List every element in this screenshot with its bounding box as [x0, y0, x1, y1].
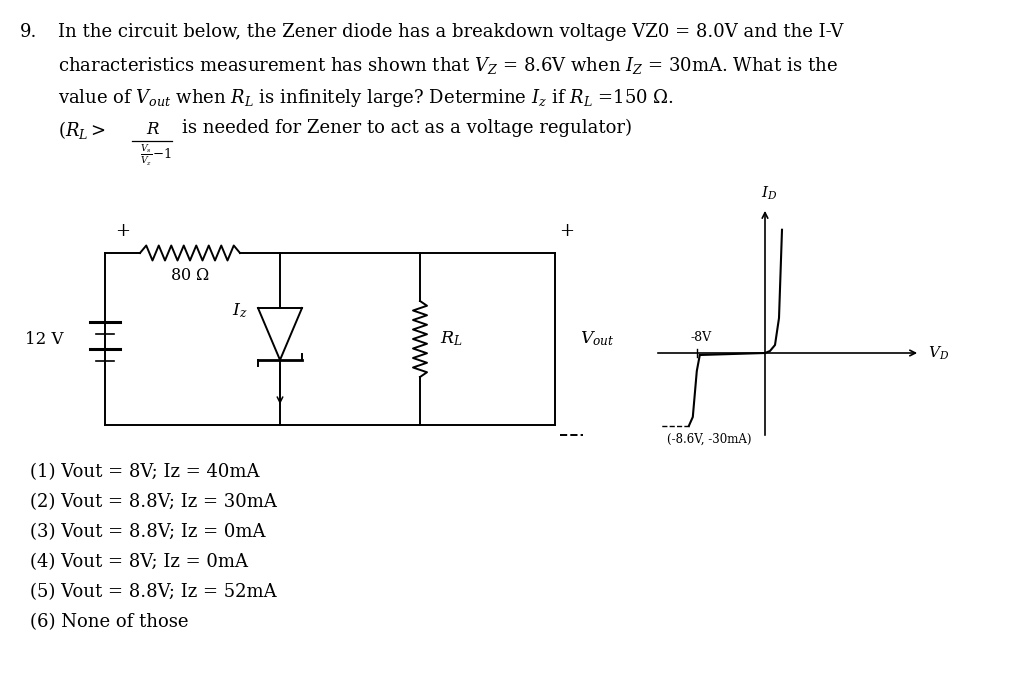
Text: $I_D$: $I_D$ — [761, 184, 777, 202]
Text: $V_{out}$: $V_{out}$ — [580, 330, 614, 348]
Text: is needed for Zener to act as a voltage regulator): is needed for Zener to act as a voltage … — [182, 119, 632, 137]
Text: (-8.6V, -30mA): (-8.6V, -30mA) — [667, 433, 752, 446]
Text: (6) None of those: (6) None of those — [30, 613, 188, 631]
Text: $R_L$: $R_L$ — [440, 330, 463, 348]
Text: (5) Vout = 8.8V; Iz = 52mA: (5) Vout = 8.8V; Iz = 52mA — [30, 583, 276, 601]
Text: +: + — [559, 222, 574, 240]
Text: characteristics measurement has shown that $V_Z$ = 8.6V when $I_Z$ = 30mA. What : characteristics measurement has shown th… — [58, 55, 838, 76]
Text: +: + — [116, 222, 130, 240]
Text: (4) Vout = 8V; Iz = 0mA: (4) Vout = 8V; Iz = 0mA — [30, 553, 248, 571]
Text: (2) Vout = 8.8V; Iz = 30mA: (2) Vout = 8.8V; Iz = 30mA — [30, 493, 276, 511]
Text: 80 $\Omega$: 80 $\Omega$ — [170, 267, 210, 284]
Text: (1) Vout = 8V; Iz = 40mA: (1) Vout = 8V; Iz = 40mA — [30, 463, 259, 481]
Text: (3) Vout = 8.8V; Iz = 0mA: (3) Vout = 8.8V; Iz = 0mA — [30, 523, 265, 541]
Text: $V_D$: $V_D$ — [928, 344, 949, 362]
Text: In the circuit below, the Zener diode has a breakdown voltage VZ0 = 8.0V and the: In the circuit below, the Zener diode ha… — [58, 23, 844, 41]
Text: R: R — [145, 121, 159, 138]
Text: 9.: 9. — [20, 23, 37, 41]
Text: value of $V_{out}$ when $R_L$ is infinitely large? Determine $I_z$ if $R_L$ =150: value of $V_{out}$ when $R_L$ is infinit… — [58, 87, 674, 109]
Text: $I_z$: $I_z$ — [232, 302, 248, 320]
Text: $\frac{V_s}{V_z}$$-1$: $\frac{V_s}{V_z}$$-1$ — [140, 143, 172, 168]
Text: -8V: -8V — [690, 331, 712, 344]
Text: 12 V: 12 V — [25, 331, 63, 348]
Text: $( R_L >$: $( R_L >$ — [58, 119, 105, 141]
